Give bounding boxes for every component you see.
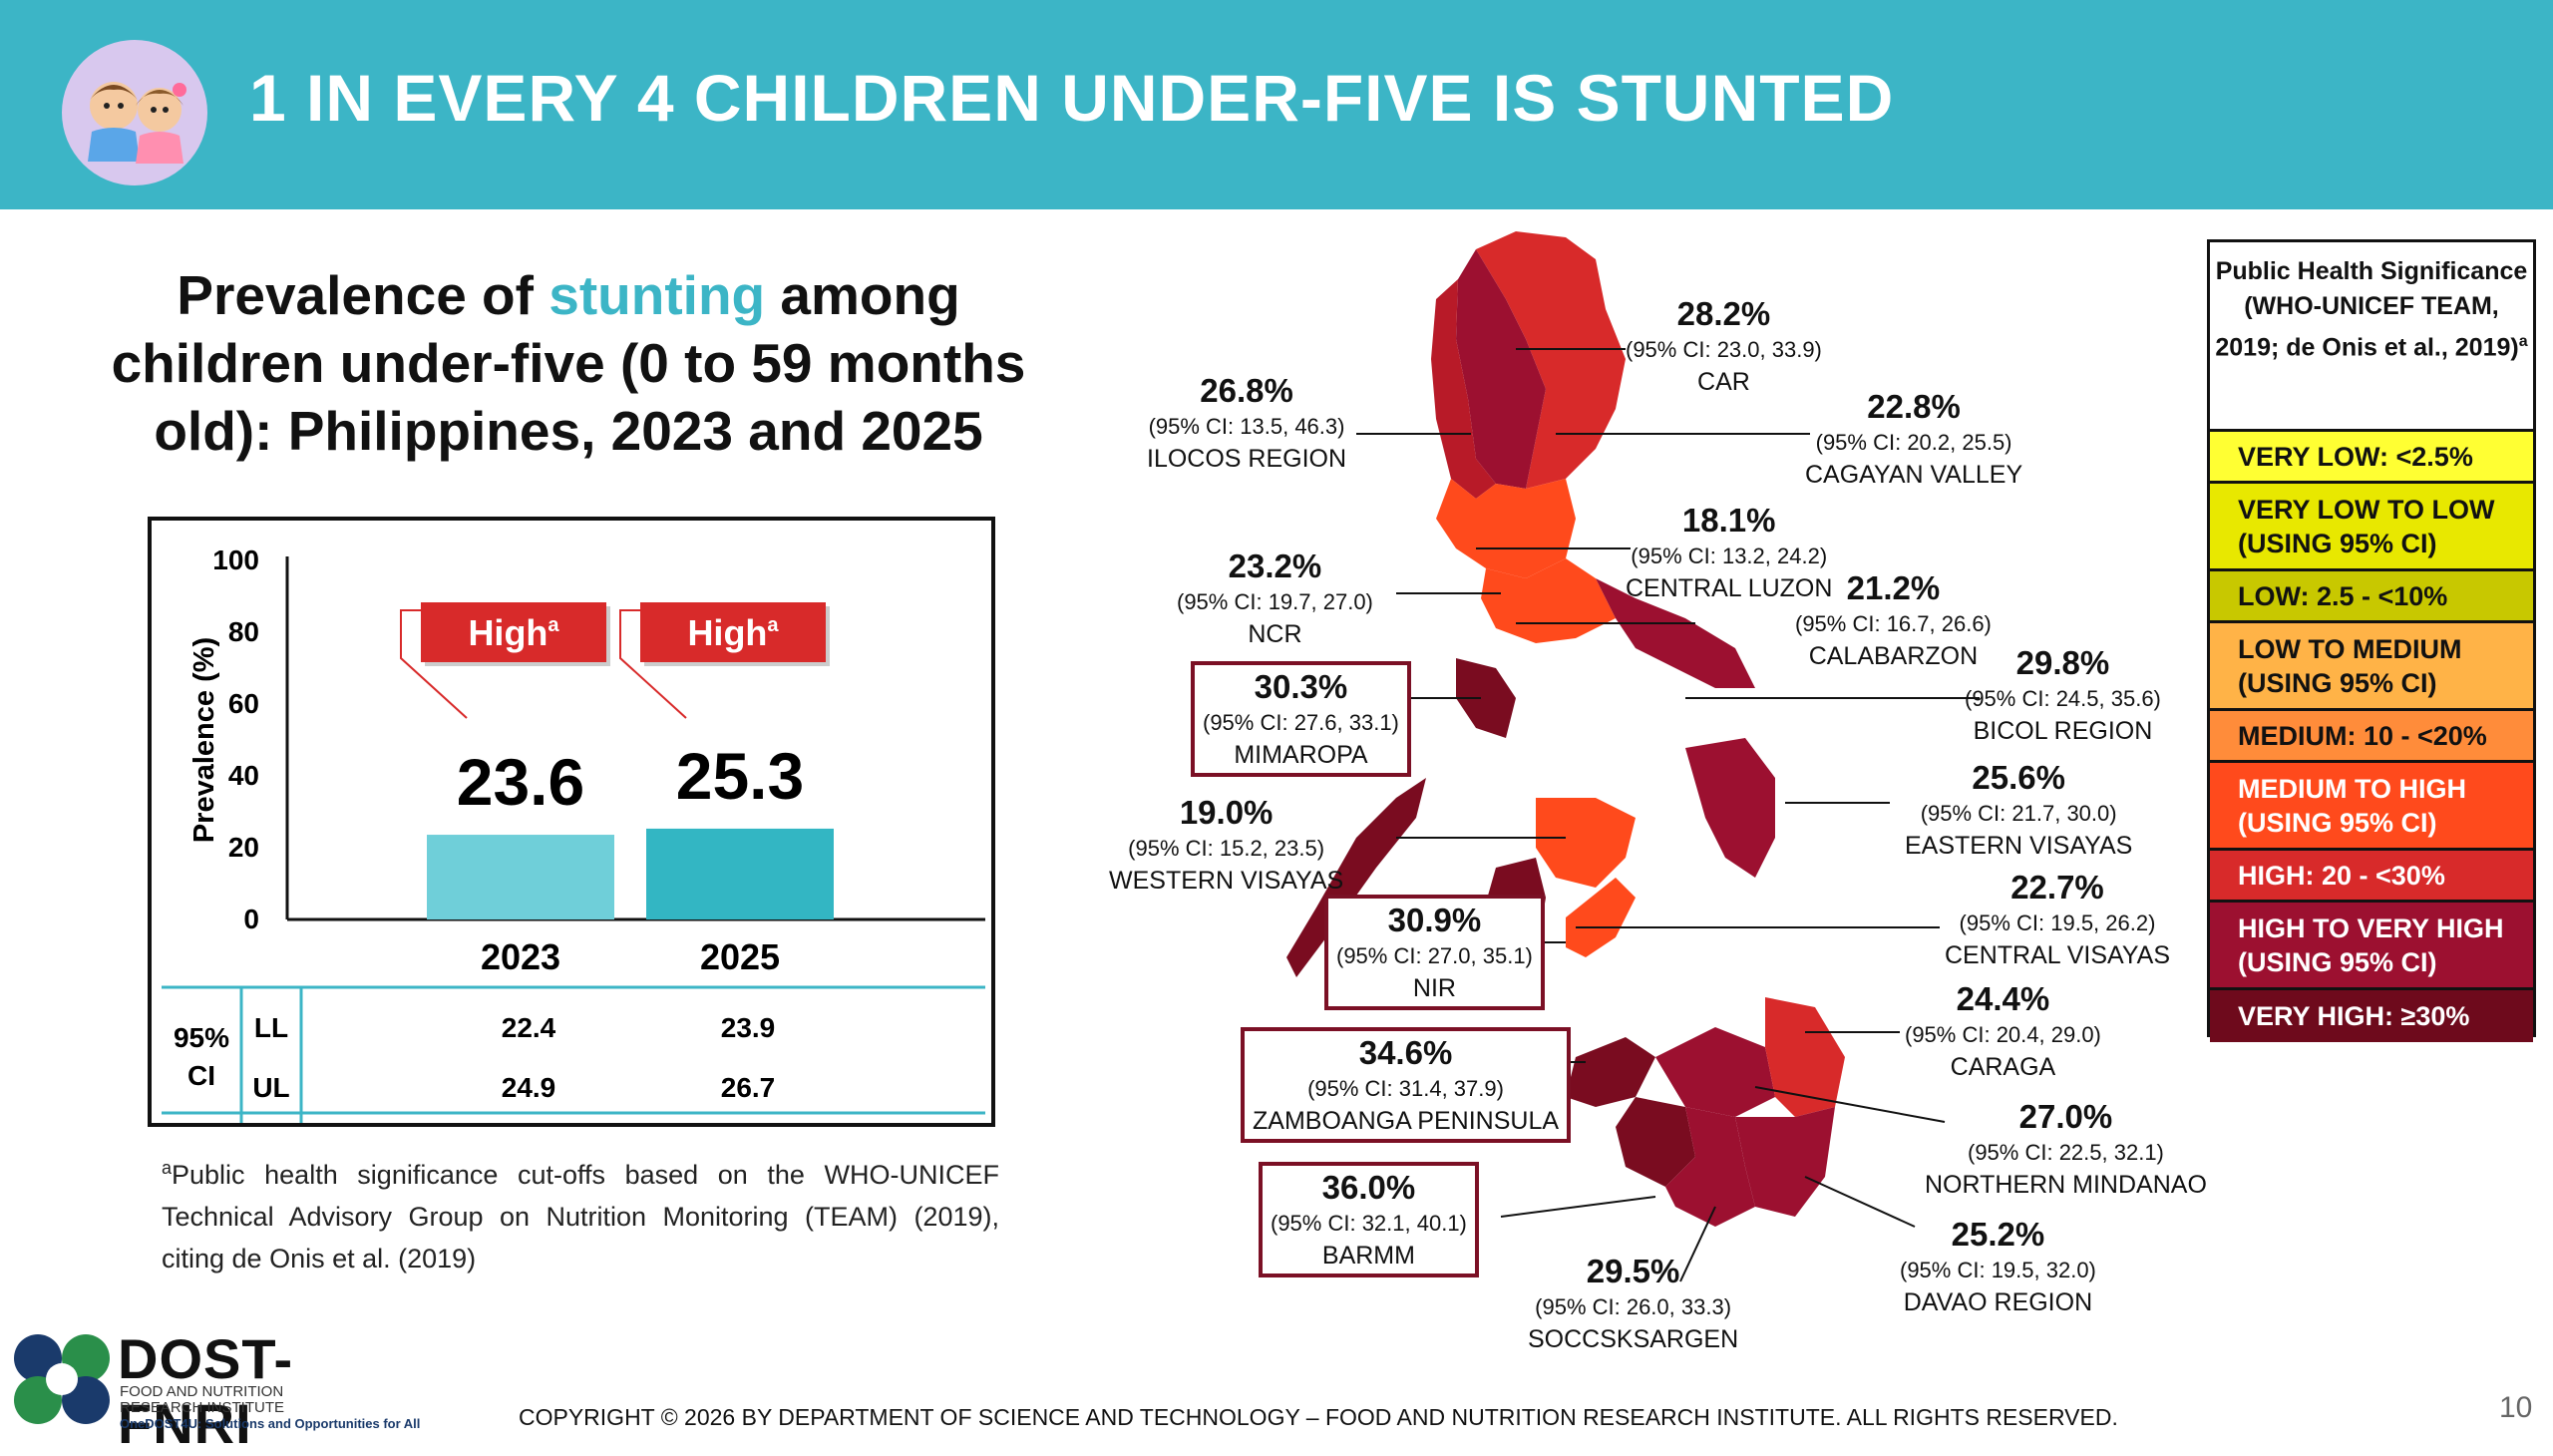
- map-region-caraga: [1765, 997, 1845, 1117]
- heading-part1: Prevalence of: [177, 264, 549, 326]
- x-tick-label: 2025: [700, 936, 780, 977]
- ci-table-label: 95%: [174, 1022, 229, 1053]
- y-tick-label: 60: [228, 688, 259, 719]
- annotation-label: Higha: [687, 612, 779, 653]
- annotation-leader: [619, 609, 687, 719]
- callout-bicol: 29.8% (95% CI: 24.5, 35.6) BICOL REGION: [1965, 644, 2161, 745]
- map-region-palawan: [1286, 778, 1426, 977]
- map-region-soccsksargen: [1665, 1107, 1755, 1227]
- legend-item: VERY LOW: <2.5%: [2210, 432, 2533, 484]
- y-tick-label: 40: [228, 760, 259, 791]
- callout-car: 28.2% (95% CI: 23.0, 33.9) CAR: [1626, 295, 1822, 396]
- data-label-2025: 25.3: [676, 739, 804, 813]
- legend-item: HIGH: 20 - <30%: [2210, 851, 2533, 903]
- legend-item: HIGH TO VERY HIGH (USING 95% CI): [2210, 903, 2533, 990]
- annotation-box: [640, 602, 826, 662]
- map-region-central-visayas: [1566, 878, 1636, 957]
- callout-cagayan-valley: 22.8% (95% CI: 20.2, 25.5) CAGAYAN VALLEY: [1805, 388, 2023, 489]
- footnote-sup: a: [162, 1158, 173, 1178]
- ci-value: 24.9: [502, 1072, 556, 1103]
- ci-row-label: UL: [252, 1072, 289, 1103]
- ci-value: 22.4: [502, 1012, 556, 1043]
- map-region-car: [1456, 249, 1546, 489]
- ci-value: 26.7: [721, 1072, 776, 1103]
- page-title: 1 IN EVERY 4 CHILDREN UNDER-FIVE IS STUN…: [249, 61, 1895, 135]
- callout-eastern-visayas: 25.6% (95% CI: 21.7, 30.0) EASTERN VISAYAS: [1905, 759, 2133, 860]
- bar-chart: 0 20 40 60 80 100 Prevalence (%) 23.6 2023 Higha 2…: [148, 517, 995, 1127]
- map-region-davao: [1735, 1107, 1835, 1217]
- callout-caraga: 24.4% (95% CI: 20.4, 29.0) CARAGA: [1905, 980, 2101, 1081]
- callout-ilocos: 26.8% (95% CI: 13.5, 46.3) ILOCOS REGION: [1147, 372, 1347, 473]
- map-region-bicol: [1596, 578, 1755, 688]
- dost-fnri-logo: DOST-FNRI FOOD AND NUTRITION RESEARCH INS…: [8, 1326, 427, 1455]
- ci-value: 23.9: [721, 1012, 776, 1043]
- legend-title: Public Health Significance (WHO-UNICEF T…: [2210, 242, 2533, 432]
- legend-item: LOW: 2.5 - <10%: [2210, 571, 2533, 623]
- legend-item: MEDIUM TO HIGH (USING 95% CI): [2210, 763, 2533, 851]
- legend-item: VERY HIGH: ≥30%: [2210, 990, 2533, 1042]
- map-region-mimaropa: [1456, 658, 1516, 738]
- callout-western-visayas: 19.0% (95% CI: 15.2, 23.5) WESTERN VISAYAS: [1109, 794, 1344, 895]
- copyright: COPYRIGHT © 2026 BY DEPARTMENT OF SCIENC…: [519, 1404, 2118, 1430]
- y-tick-label: 20: [228, 832, 259, 863]
- map-region-barmm: [1616, 1097, 1695, 1187]
- callout-soccsksargen: 29.5% (95% CI: 26.0, 33.3) SOCCSKSARGEN: [1528, 1253, 1739, 1353]
- callout-davao: 25.2% (95% CI: 19.5, 32.0) DAVAO REGION: [1900, 1216, 2096, 1316]
- annotation-label: Higha: [468, 612, 559, 653]
- callout-barmm: 36.0% (95% CI: 32.1, 40.1) BARMM: [1259, 1162, 1479, 1277]
- header-banner: 1 IN EVERY 4 CHILDREN UNDER-FIVE IS STUN…: [0, 0, 2553, 209]
- legend-item: MEDIUM: 10 - <20%: [2210, 711, 2533, 763]
- heading-part2: among children under-five (0 to 59 month…: [111, 264, 1026, 462]
- map-region-calabarzon: [1481, 558, 1616, 643]
- x-tick-label: 2023: [481, 936, 560, 977]
- map-region-cagayan-valley: [1476, 231, 1626, 489]
- callout-ncr: 23.2% (95% CI: 19.7, 27.0) NCR: [1177, 547, 1373, 648]
- y-tick-label: 0: [243, 904, 259, 934]
- ci-row-label: LL: [254, 1012, 288, 1043]
- callout-central-luzon: 18.1% (95% CI: 13.2, 24.2) CENTRAL LUZON: [1626, 502, 1833, 602]
- map-region-eastern-visayas: [1685, 738, 1775, 878]
- chart-heading: Prevalence of stunting among children un…: [70, 261, 1067, 465]
- map-region-ilocos: [1431, 279, 1496, 499]
- bar-2023: [427, 835, 614, 919]
- y-axis-label: Prevalence (%): [188, 637, 220, 843]
- map-region-zamboanga: [1566, 1037, 1655, 1107]
- annotation-leader: [400, 609, 468, 719]
- legend-item: VERY LOW TO LOW (USING 95% CI): [2210, 484, 2533, 571]
- page-number: 10: [2499, 1391, 2533, 1424]
- callout-mimaropa: 30.3% (95% CI: 27.6, 33.1) MIMAROPA: [1191, 661, 1411, 777]
- ci-table-label: CI: [187, 1060, 215, 1091]
- heading-highlight: stunting: [548, 264, 766, 326]
- bar-2025: [646, 828, 834, 919]
- footnote: aPublic health significance cut-offs bas…: [162, 1147, 999, 1279]
- logo-subtitle: FOOD AND NUTRITION RESEARCH INSTITUTE One…: [120, 1383, 421, 1432]
- y-tick-label: 80: [228, 616, 259, 647]
- y-tick-label: 100: [212, 545, 259, 575]
- legend-item: LOW TO MEDIUM (USING 95% CI): [2210, 623, 2533, 711]
- callout-central-visayas: 22.7% (95% CI: 19.5, 26.2) CENTRAL VISAYAS: [1945, 869, 2170, 969]
- callout-northern-mindanao: 27.0% (95% CI: 22.5, 32.1) NORTHERN MINDAN…: [1925, 1098, 2207, 1199]
- callout-calabarzon: 21.2% (95% CI: 16.7, 26.6) CALABARZON: [1795, 569, 1992, 670]
- annotation-box: [421, 602, 606, 662]
- children-icon: [62, 40, 207, 185]
- map-region-western-visayas: [1536, 798, 1636, 888]
- callout-zamboanga: 34.6% (95% CI: 31.4, 37.9) ZAMBOANGA PENIN…: [1241, 1027, 1572, 1143]
- map-region-central-luzon: [1436, 479, 1576, 578]
- footnote-text: Public health significance cut-offs base…: [162, 1160, 999, 1274]
- callout-nir: 30.9% (95% CI: 27.0, 35.1) NIR: [1324, 895, 1545, 1010]
- data-label-2023: 23.6: [457, 745, 584, 819]
- map-region-northern-mindanao: [1655, 1027, 1775, 1117]
- legend: Public Health Significance (WHO-UNICEF T…: [2207, 239, 2536, 1042]
